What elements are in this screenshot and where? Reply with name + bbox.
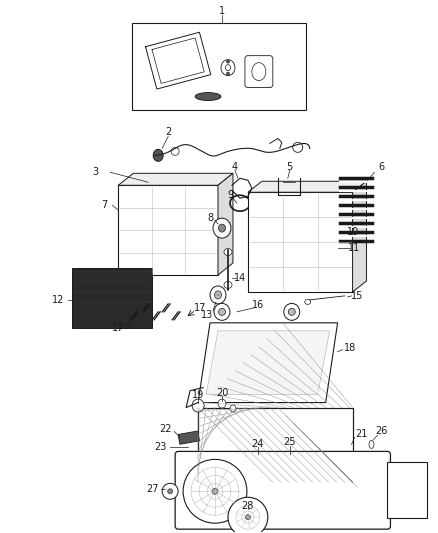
Text: 18: 18	[343, 343, 356, 353]
Ellipse shape	[215, 291, 222, 299]
Text: 27: 27	[146, 484, 159, 494]
Ellipse shape	[338, 230, 342, 234]
Ellipse shape	[212, 488, 218, 494]
Ellipse shape	[224, 281, 232, 288]
Ellipse shape	[219, 224, 226, 232]
Text: 23: 23	[154, 442, 166, 453]
Ellipse shape	[305, 300, 311, 304]
Text: 6: 6	[378, 163, 385, 172]
Ellipse shape	[335, 227, 344, 237]
Bar	[72, 268, 152, 328]
FancyBboxPatch shape	[175, 451, 390, 529]
Ellipse shape	[226, 72, 230, 75]
Bar	[118, 185, 218, 275]
Text: 20: 20	[216, 387, 228, 398]
Text: 17: 17	[112, 323, 124, 333]
Text: 17: 17	[194, 303, 206, 313]
Text: 12: 12	[52, 295, 65, 305]
Ellipse shape	[171, 148, 179, 155]
Text: 22: 22	[159, 424, 171, 434]
Polygon shape	[353, 181, 367, 292]
Text: 16: 16	[252, 300, 264, 310]
Ellipse shape	[284, 303, 300, 320]
Ellipse shape	[153, 149, 163, 161]
Bar	[248, 192, 353, 292]
FancyBboxPatch shape	[245, 55, 273, 87]
Polygon shape	[248, 181, 367, 192]
Text: 26: 26	[375, 426, 388, 437]
Polygon shape	[218, 173, 233, 275]
Text: 28: 28	[242, 501, 254, 511]
Ellipse shape	[219, 309, 226, 316]
Ellipse shape	[369, 440, 374, 448]
Ellipse shape	[293, 142, 303, 152]
Text: 9: 9	[227, 190, 233, 200]
Bar	[132, 23, 306, 110]
Ellipse shape	[226, 60, 230, 63]
Ellipse shape	[221, 60, 235, 76]
Polygon shape	[206, 331, 330, 394]
Text: 13: 13	[201, 310, 213, 320]
Text: 8: 8	[207, 213, 213, 223]
Ellipse shape	[162, 483, 178, 499]
Ellipse shape	[213, 218, 231, 238]
Ellipse shape	[195, 93, 221, 101]
Text: 1: 1	[219, 6, 225, 16]
Ellipse shape	[226, 64, 230, 71]
Ellipse shape	[218, 399, 226, 408]
Ellipse shape	[210, 286, 226, 304]
Bar	[198, 408, 353, 482]
Text: 14: 14	[234, 273, 246, 283]
Text: 21: 21	[355, 430, 368, 440]
Text: 2: 2	[165, 127, 171, 138]
Ellipse shape	[230, 405, 236, 412]
Text: 10: 10	[347, 227, 360, 237]
Ellipse shape	[192, 399, 204, 412]
Polygon shape	[198, 323, 338, 402]
Bar	[388, 462, 427, 518]
Ellipse shape	[168, 489, 173, 494]
Text: 19: 19	[192, 390, 204, 400]
Polygon shape	[118, 173, 233, 185]
Bar	[178, 431, 199, 445]
Text: 4: 4	[232, 163, 238, 172]
Ellipse shape	[245, 515, 251, 520]
Text: 11: 11	[349, 243, 361, 253]
Text: 15: 15	[351, 291, 364, 301]
Ellipse shape	[183, 459, 247, 523]
Ellipse shape	[288, 309, 295, 316]
Text: 5: 5	[286, 163, 293, 172]
Ellipse shape	[228, 497, 268, 533]
Text: 24: 24	[252, 439, 264, 449]
Text: 7: 7	[101, 200, 107, 210]
Ellipse shape	[252, 63, 266, 80]
Bar	[198, 408, 353, 482]
Text: 25: 25	[283, 438, 296, 447]
Text: 3: 3	[92, 167, 99, 177]
Ellipse shape	[224, 248, 232, 255]
Ellipse shape	[214, 303, 230, 320]
